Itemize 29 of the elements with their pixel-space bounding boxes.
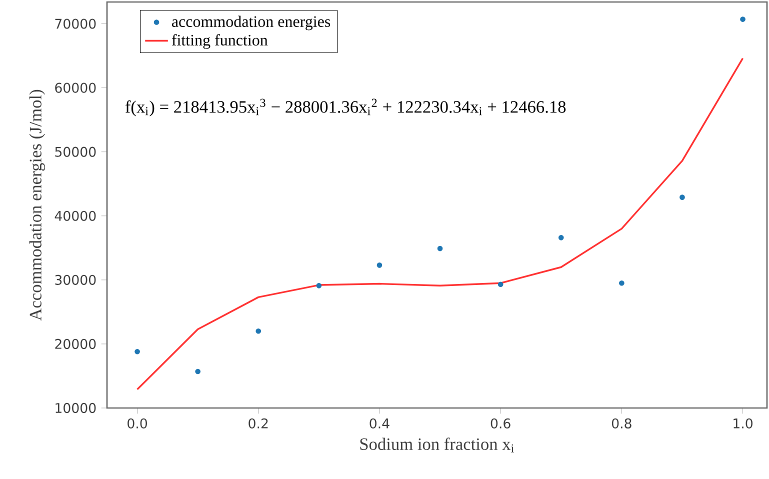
text: f(x$_{i}$) = 218413.95x$_{i}$$^{3}$ − 288001.36x$_{i}$$^{2}$ + 122230.34x$_{i}$ + 12466.18: [125, 98, 566, 116]
point: [619, 280, 624, 286]
y-tick-label: 50000: [55, 146, 96, 157]
y-tick-label: 70000: [55, 18, 96, 29]
y-tick-label: 40000: [54, 210, 96, 221]
y-tick-label: 30000: [55, 274, 96, 285]
legend-label: fitting function: [172, 34, 268, 49]
y-tick-label: 10000: [56, 402, 96, 414]
x-tick-label: 0.0: [128, 418, 148, 428]
y-axis-title: Accommodation energies (J/mol): [29, 90, 46, 321]
point: [680, 194, 685, 200]
point: [437, 246, 443, 252]
point: [376, 262, 382, 268]
x-tick-label: 0.8: [612, 418, 632, 428]
point: [195, 368, 200, 374]
x-tick-label: 0.4: [370, 418, 390, 428]
x-tick-label: 1.0: [734, 418, 752, 428]
point: [740, 16, 746, 22]
x-tick-label: 0.2: [248, 418, 268, 428]
point: [498, 282, 504, 288]
legend-label: accommodation energies: [172, 16, 330, 30]
point: [558, 234, 564, 240]
point: [316, 283, 322, 288]
y-tick-label: 60000: [55, 82, 96, 93]
x-tick-label: 0.6: [490, 418, 510, 428]
y-tick-label: 20000: [55, 338, 96, 349]
point: [134, 348, 140, 354]
point: [256, 328, 262, 334]
x-axis-title: Sodium ion fraction x$_{i}$: [360, 438, 514, 452]
